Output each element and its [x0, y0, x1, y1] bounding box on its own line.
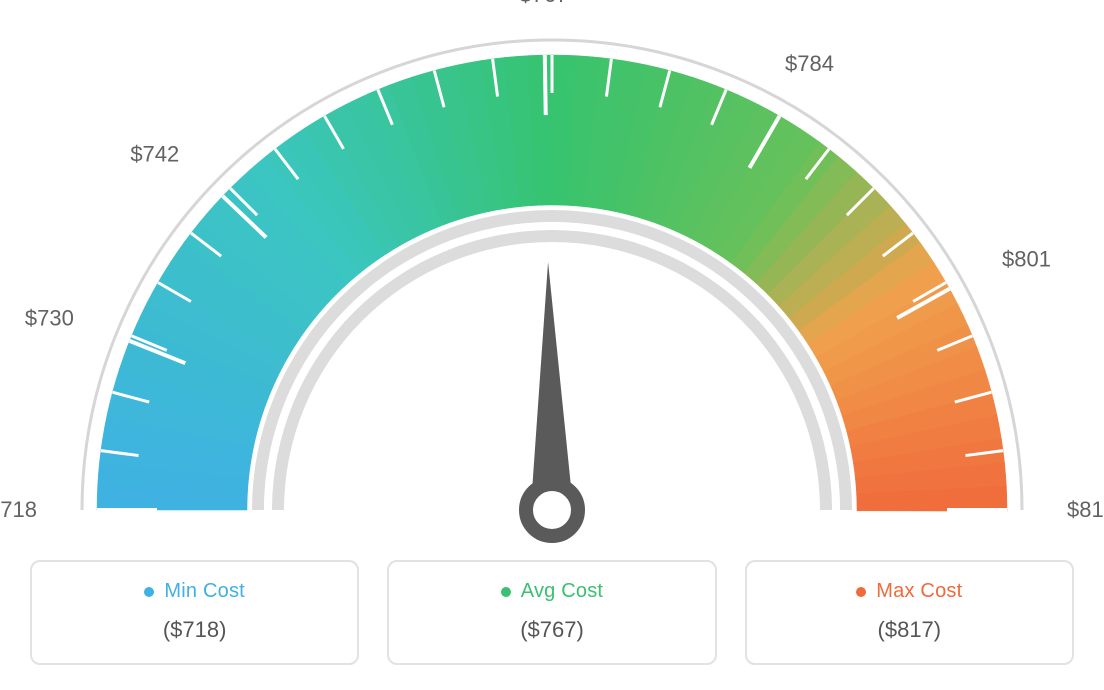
- legend-value-text: ($817): [757, 617, 1062, 643]
- tick-label: $718: [0, 497, 37, 522]
- tick-label: $767: [519, 0, 568, 7]
- needle-hub: [526, 484, 578, 536]
- dot-icon: [501, 587, 511, 597]
- tick-label: $817: [1067, 497, 1104, 522]
- dot-icon: [144, 587, 154, 597]
- cost-gauge-chart: $718 $730 $742 $767 $784 $801 $817: [0, 0, 1104, 560]
- legend-title-text: Min Cost: [164, 580, 245, 603]
- tick-label: $784: [785, 51, 834, 76]
- legend-title-text: Max Cost: [876, 580, 962, 603]
- gauge-needle: [530, 262, 573, 514]
- legend-value-text: ($767): [399, 617, 704, 643]
- tick-label: $801: [1002, 247, 1051, 272]
- legend-title-text: Avg Cost: [521, 580, 603, 603]
- tick-label: $742: [130, 142, 179, 167]
- tick-label: $730: [25, 306, 74, 331]
- legend-row: Min Cost ($718) Avg Cost ($767) Max Cost…: [0, 560, 1104, 665]
- dot-icon: [856, 587, 866, 597]
- legend-card-max: Max Cost ($817): [745, 560, 1074, 665]
- legend-card-min: Min Cost ($718): [30, 560, 359, 665]
- legend-card-avg: Avg Cost ($767): [387, 560, 716, 665]
- legend-value-text: ($718): [42, 617, 347, 643]
